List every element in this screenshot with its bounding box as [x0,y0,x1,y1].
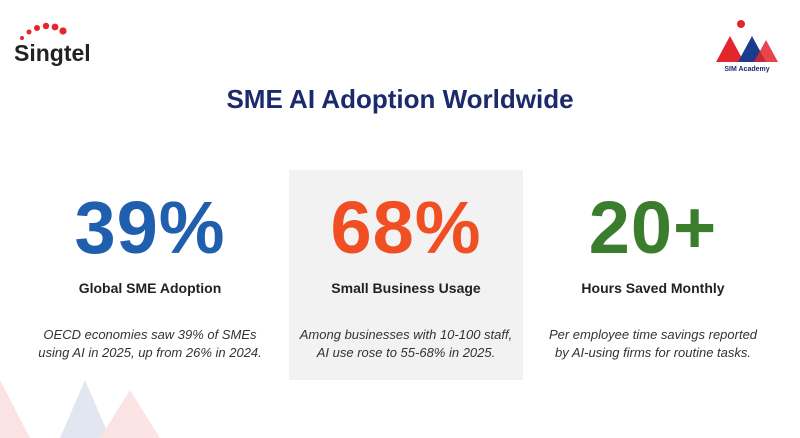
stat-label: Hours Saved Monthly [581,280,725,296]
desc-line: Per employee time savings reported [548,327,758,342]
desc-line: using AI in 2025, up from 26% in 2024. [38,345,262,360]
bg-shapes [0,380,160,438]
stat-card: 20+ Hours Saved Monthly Per employee tim… [536,170,770,380]
sim-logo-text: SIM Academy [724,66,770,73]
slide-title: SME AI Adoption Worldwide [226,84,574,114]
stat-label: Global SME Adoption [78,280,222,296]
desc-line: AI use rose to 55-68% in 2025. [316,345,496,360]
desc-line: OECD economies saw 39% of SMEs [43,327,257,342]
stat-description: OECD economies saw 39% of SMEs using AI … [33,326,267,362]
stat-value: 20+ [588,186,718,269]
stat-card: 68% Small Business Usage Among businesse… [289,170,523,380]
desc-line: Among businesses with 10-100 staff, [299,327,513,342]
stat-value: 39% [74,186,226,269]
stat-card: 39% Global SME Adoption OECD economies s… [33,170,267,380]
singtel-dots [20,22,67,40]
stat-label: Small Business Usage [331,280,481,296]
sim-logo [716,20,778,62]
stat-description: Per employee time savings reported by AI… [536,326,770,362]
desc-line: by AI-using firms for routine tasks. [554,345,752,360]
stat-description: Among businesses with 10-100 staff, AI u… [289,326,523,362]
stat-value: 68% [330,186,482,269]
singtel-logo: Singtel [14,40,91,66]
